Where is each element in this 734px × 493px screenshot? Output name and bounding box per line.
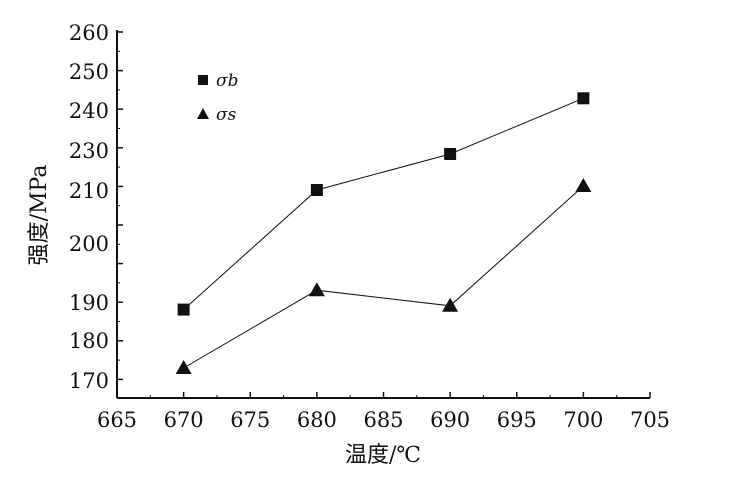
legend-label-sigma-b: σb <box>216 71 239 91</box>
y-tick-label: 260 <box>69 21 109 45</box>
y-tick-label: 250 <box>69 60 109 84</box>
y-axis-label: 强度/MPa <box>27 165 52 266</box>
y-tick-label: 210 <box>69 179 109 203</box>
axes <box>116 30 650 399</box>
x-axis-label: 温度/℃ <box>345 443 421 468</box>
series-layer <box>175 92 592 374</box>
y-tick-label: 200 <box>69 232 109 256</box>
series-line-sigma-s <box>183 185 584 369</box>
x-axis-ticks: 665 670 675 680 685 690 695 700 705 <box>97 392 670 432</box>
x-tick-label: 680 <box>297 408 337 432</box>
x-tick-label: 700 <box>563 408 603 432</box>
sigma-s-point <box>175 360 192 374</box>
x-tick-label: 705 <box>630 408 670 432</box>
sigma-b-point <box>310 184 323 196</box>
sigma-b-point <box>444 148 457 160</box>
sigma-s-point <box>308 282 325 297</box>
x-tick-label: 690 <box>430 408 470 432</box>
y-axis-ticks: 260 250 240 230 210 200 190 180 170 <box>69 21 123 393</box>
sigma-s-point <box>575 178 592 192</box>
legend-label-sigma-s: σs <box>216 105 237 125</box>
y-tick-label: 180 <box>69 329 109 353</box>
legend-triangle-marker <box>197 108 209 119</box>
y-tick-label: 190 <box>69 291 109 315</box>
x-tick-label: 685 <box>363 408 403 432</box>
sigma-b-point <box>577 92 590 105</box>
series-line-sigma-b <box>183 97 584 310</box>
x-tick-label: 670 <box>164 408 204 432</box>
y-tick-label: 230 <box>69 139 109 163</box>
legend-square-marker <box>198 75 208 85</box>
sigma-b-point <box>177 303 190 316</box>
sigma-s-point <box>442 297 459 312</box>
x-tick-label: 695 <box>497 408 537 432</box>
legend: σb σs <box>197 71 239 125</box>
x-tick-label: 675 <box>230 408 270 432</box>
x-tick-label: 665 <box>97 408 137 432</box>
y-tick-label: 240 <box>69 99 109 123</box>
y-tick-label: 170 <box>69 369 109 393</box>
